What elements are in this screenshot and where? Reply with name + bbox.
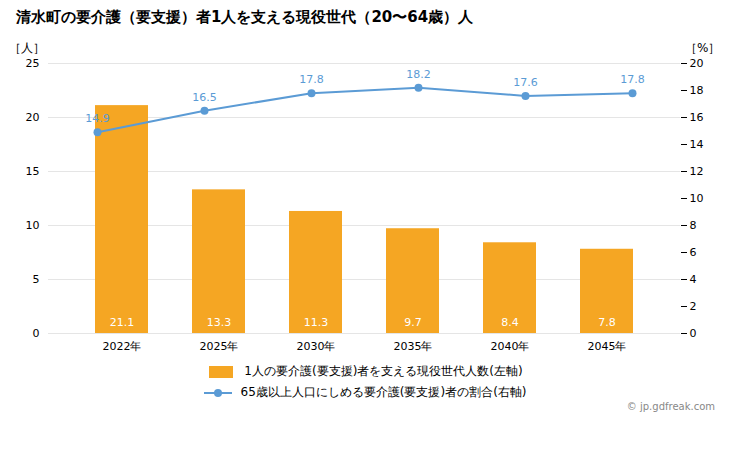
html-text:65歳以上人口にしめる要介護(要支援)者の割合(右軸): 65歳以上人口にしめる要介護(要支援)者の割合(右軸) <box>240 385 527 399</box>
svg-text:18: 18 <box>690 84 704 97</box>
svg-text:16: 16 <box>690 111 704 124</box>
svg-text:10: 10 <box>26 219 40 232</box>
svg-text:7.8: 7.8 <box>598 316 616 329</box>
svg-text:18.2: 18.2 <box>406 68 431 81</box>
svg-text:10: 10 <box>690 192 704 205</box>
svg-text:4: 4 <box>690 273 697 286</box>
svg-text:8: 8 <box>690 219 697 232</box>
html-text:1人の要介護(要支援)者を支える現役世代人数(左軸): 1人の要介護(要支援)者を支える現役世代人数(左軸) <box>244 364 523 378</box>
svg-text:8.4: 8.4 <box>501 316 519 329</box>
svg-text:13.3: 13.3 <box>207 316 232 329</box>
svg-text:［%］: ［%］ <box>685 41 720 55</box>
svg-text:2025年: 2025年 <box>200 340 239 353</box>
svg-text:0: 0 <box>33 327 40 340</box>
html-text:清水町の要介護（要支援）者1人を支える現役世代（20〜64歳: 清水町の要介護（要支援）者1人を支える現役世代（20〜64歳）人 <box>16 8 474 26</box>
svg-text:17.6: 17.6 <box>513 76 538 89</box>
svg-text:17.8: 17.8 <box>299 73 324 86</box>
svg-text:14.9: 14.9 <box>85 112 110 125</box>
svg-text:16.5: 16.5 <box>192 91 217 104</box>
svg-text:2045年: 2045年 <box>588 340 627 353</box>
svg-text:2040年: 2040年 <box>491 340 530 353</box>
svg-text:9.7: 9.7 <box>404 316 422 329</box>
svg-text:0: 0 <box>690 327 697 340</box>
svg-text:25: 25 <box>26 57 40 70</box>
svg-text:2: 2 <box>690 300 697 313</box>
svg-text:2035年: 2035年 <box>394 340 433 353</box>
svg-text:20: 20 <box>690 57 704 70</box>
svg-text:12: 12 <box>690 165 704 178</box>
svg-text:［人］: ［人］ <box>9 41 45 55</box>
svg-text:11.3: 11.3 <box>304 316 329 329</box>
svg-text:14: 14 <box>690 138 704 151</box>
svg-text:15: 15 <box>26 165 40 178</box>
svg-text:6: 6 <box>690 246 697 259</box>
svg-text:2030年: 2030年 <box>297 340 336 353</box>
svg-text:5: 5 <box>33 273 40 286</box>
svg-text:17.8: 17.8 <box>620 73 645 86</box>
svg-text:20: 20 <box>26 111 40 124</box>
svg-text:21.1: 21.1 <box>110 316 135 329</box>
svg-text:2022年: 2022年 <box>103 340 142 353</box>
html-text:© jp.gdfreak.com: © jp.gdfreak.com <box>626 401 715 412</box>
